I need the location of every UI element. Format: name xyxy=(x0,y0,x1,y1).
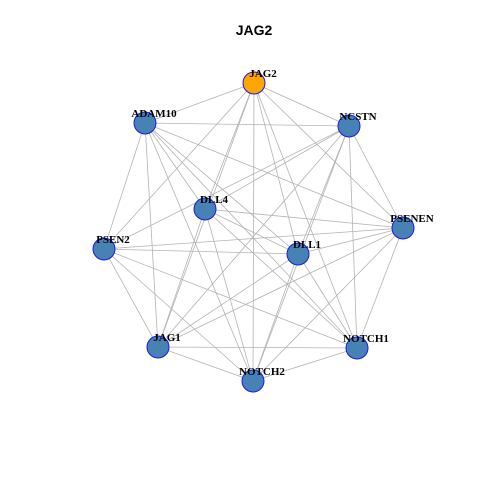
edge-dll1-jag1 xyxy=(157,253,299,348)
node-notch1 xyxy=(345,336,369,360)
node-notch2 xyxy=(241,369,265,393)
edge-psenen-notch2 xyxy=(252,227,404,382)
edge-jag1-notch2 xyxy=(157,346,254,382)
edge-jag2-psen2 xyxy=(103,82,255,250)
edge-psen2-jag1 xyxy=(103,248,159,348)
edge-notch1-jag1 xyxy=(157,346,358,349)
edge-psenen-dll1 xyxy=(297,227,404,255)
edge-jag2-ncstn xyxy=(253,82,350,127)
node-jag2 xyxy=(242,71,266,95)
edge-dll4-notch2 xyxy=(204,208,254,382)
edge-dll4-dll1 xyxy=(204,208,299,255)
edge-adam10-jag1 xyxy=(144,122,159,348)
node-psenen xyxy=(391,216,415,240)
edge-layer xyxy=(103,82,404,382)
node-adam10 xyxy=(133,111,157,135)
label-layer: JAG2 ADAM10 NCSTN DLL4 PSENEN PSEN2 DLL1 NOTCH1… xyxy=(96,68,434,378)
node-label-ncstn: NCSTN xyxy=(339,111,376,123)
edge-psen2-notch2 xyxy=(103,248,254,382)
edge-adam10-dll1 xyxy=(144,122,299,255)
edge-psenen-psen2 xyxy=(103,227,404,250)
edge-dll1-notch1 xyxy=(297,253,358,349)
edge-notch1-notch2 xyxy=(252,347,358,382)
edge-ncstn-dll4 xyxy=(204,125,350,210)
node-psen2 xyxy=(92,237,116,261)
edge-jag2-adam10 xyxy=(144,82,255,124)
edge-ncstn-notch1 xyxy=(348,125,358,349)
edge-ncstn-jag1 xyxy=(157,125,350,348)
edge-dll4-psenen xyxy=(204,208,404,229)
edge-adam10-notch1 xyxy=(144,122,358,349)
node-label-jag1: JAG1 xyxy=(153,332,181,344)
node-ncstn xyxy=(337,114,361,138)
edge-adam10-ncstn xyxy=(144,122,350,127)
edge-adam10-psen2 xyxy=(103,122,146,250)
node-label-dll1: DLL1 xyxy=(293,239,321,251)
edge-dll1-notch2 xyxy=(252,253,299,382)
edge-jag2-psenen xyxy=(253,82,404,229)
edge-jag2-dll4 xyxy=(204,82,255,210)
edge-ncstn-psenen xyxy=(348,125,404,229)
edge-ncstn-psen2 xyxy=(103,125,350,250)
edge-psenen-notch1 xyxy=(356,227,404,349)
edge-psen2-dll1 xyxy=(103,248,299,255)
edge-jag2-notch1 xyxy=(253,82,358,349)
node-dll1 xyxy=(286,242,310,266)
edge-adam10-notch2 xyxy=(144,122,254,382)
edge-jag2-notch2 xyxy=(252,82,255,382)
node-label-adam10: ADAM10 xyxy=(131,108,177,120)
edge-adam10-dll4 xyxy=(144,122,206,210)
edge-ncstn-dll1 xyxy=(297,125,350,255)
node-layer xyxy=(92,71,415,393)
node-label-dll4: DLL4 xyxy=(200,194,229,206)
edge-adam10-psenen xyxy=(144,122,404,229)
node-jag1 xyxy=(146,335,170,359)
node-dll4 xyxy=(193,197,217,221)
graph-title: JAG2 xyxy=(236,22,273,38)
node-label-psenen: PSENEN xyxy=(390,213,433,225)
edge-dll4-notch1 xyxy=(204,208,358,349)
node-label-psen2: PSEN2 xyxy=(96,234,130,246)
edge-dll4-jag1 xyxy=(157,208,206,348)
node-label-notch2: NOTCH2 xyxy=(239,366,285,378)
node-label-notch1: NOTCH1 xyxy=(343,333,389,345)
edge-psenen-jag1 xyxy=(157,227,404,348)
node-label-jag2: JAG2 xyxy=(249,68,277,80)
